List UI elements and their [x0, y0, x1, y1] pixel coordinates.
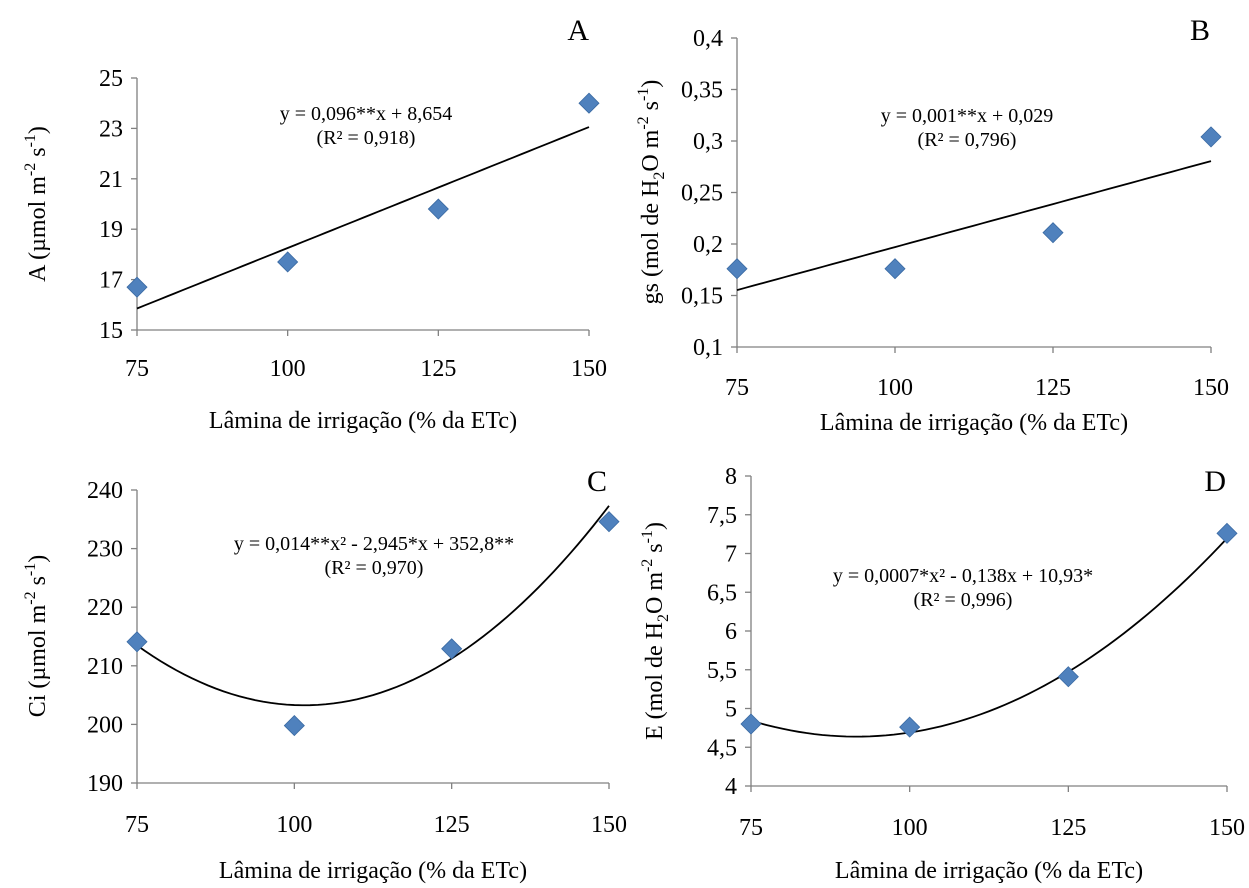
y-tick-label: 0,25 [681, 181, 723, 207]
y-tick-label: 0,2 [693, 232, 723, 258]
trendline [736, 160, 1212, 291]
x-tick-label: 100 [877, 375, 913, 401]
y-tick-label: 6 [725, 619, 737, 645]
data-point [277, 251, 299, 273]
x-tick-label: 100 [892, 815, 928, 841]
y-tick-label: 210 [87, 654, 123, 680]
data-point [598, 511, 620, 533]
x-tick-label: 125 [1035, 375, 1071, 401]
y-tick-label: 8 [725, 464, 737, 490]
panel-letter: D [1204, 465, 1226, 498]
panel-letter: B [1190, 14, 1210, 47]
data-point [726, 258, 748, 280]
panel-letter: C [587, 465, 607, 498]
y-tick-label: 230 [87, 537, 123, 563]
x-axis-label: Lâmina de irrigação (% da ETc) [209, 408, 517, 434]
data-point [578, 92, 600, 114]
data-point [1216, 522, 1238, 544]
x-axis-label: Lâmina de irrigação (% da ETc) [219, 858, 527, 884]
y-axis-label: gs (mol de H2O m-2 s-1) [635, 80, 668, 305]
data-point [884, 258, 906, 280]
x-axis-label: Lâmina de irrigação (% da ETc) [835, 858, 1143, 884]
y-tick-label: 7,5 [707, 503, 737, 529]
data-point [126, 276, 148, 298]
y-tick-label: 0,1 [693, 335, 723, 361]
y-tick-label: 23 [99, 116, 123, 142]
y-tick-label: 190 [87, 771, 123, 797]
y-tick-label: 0,4 [693, 26, 723, 52]
regression-equation: y = 0,001**x + 0,029 [881, 105, 1054, 127]
y-tick-label: 5 [725, 697, 737, 723]
data-point [441, 638, 463, 660]
data-point [1200, 126, 1222, 148]
y-axis-label: A (µmol m-2 s-1) [22, 126, 51, 282]
y-tick-label: 19 [99, 217, 123, 243]
y-tick-label: 0,3 [693, 129, 723, 155]
data-point [899, 716, 921, 738]
x-tick-label: 75 [725, 375, 749, 401]
data-point [1057, 666, 1079, 688]
y-tick-label: 4 [725, 774, 737, 800]
r-squared-label: (R² = 0,996) [914, 589, 1013, 611]
x-tick-label: 100 [276, 812, 312, 838]
x-axis-label: Lâmina de irrigação (% da ETc) [820, 410, 1128, 436]
data-point [427, 198, 449, 220]
trendline [750, 537, 1228, 738]
y-tick-label: 240 [87, 478, 123, 504]
x-tick-label: 150 [571, 356, 607, 382]
y-tick-label: 4,5 [707, 735, 737, 761]
x-tick-label: 150 [1209, 815, 1245, 841]
y-tick-label: 0,15 [681, 284, 723, 310]
data-point [740, 713, 762, 735]
trendline [136, 505, 610, 707]
y-tick-label: 17 [99, 268, 123, 294]
y-tick-label: 6,5 [707, 580, 737, 606]
r-squared-label: (R² = 0,970) [325, 557, 424, 579]
y-axis-label: Ci (µmol m-2 s-1) [22, 555, 51, 718]
y-tick-label: 200 [87, 712, 123, 738]
chart-panel-d: 4 4,5 5 5,5 6 6,5 7 7,5 8 75 100 125 150 Dy = 0,0007*… [639, 464, 1245, 884]
y-tick-label: 0,35 [681, 78, 723, 104]
y-tick-label: 220 [87, 595, 123, 621]
x-tick-label: 125 [1050, 815, 1086, 841]
data-point [283, 715, 305, 737]
y-tick-label: 15 [99, 318, 123, 344]
y-tick-label: 25 [99, 66, 123, 92]
x-tick-label: 75 [125, 356, 149, 382]
x-tick-label: 75 [125, 812, 149, 838]
data-point [126, 631, 148, 653]
y-tick-label: 7 [725, 542, 737, 568]
x-tick-label: 150 [591, 812, 627, 838]
x-tick-label: 125 [434, 812, 470, 838]
y-tick-label: 5,5 [707, 658, 737, 684]
x-tick-label: 75 [739, 815, 763, 841]
y-axis-label: E (mol de H2O m-2 s-1) [639, 522, 672, 740]
data-point [1042, 222, 1064, 244]
r-squared-label: (R² = 0,796) [918, 129, 1017, 151]
y-tick-label: 21 [99, 167, 123, 193]
x-tick-label: 150 [1193, 375, 1229, 401]
chart-panel-b: 0,1 0,15 0,2 0,25 0,3 0,35 0,4 75 100 125 150 By = … [635, 14, 1229, 436]
r-squared-label: (R² = 0,918) [317, 127, 416, 149]
regression-equation: y = 0,096**x + 8,654 [280, 103, 453, 125]
regression-equation: y = 0,014**x² - 2,945*x + 352,8** [234, 533, 514, 555]
trendline [136, 126, 590, 310]
x-tick-label: 100 [270, 356, 306, 382]
chart-panel-a: 15 17 19 21 23 25 75 100 125 150 Ay = 0,096**x + 8… [22, 14, 607, 434]
regression-equation: y = 0,0007*x² - 0,138x + 10,93* [833, 565, 1093, 587]
x-tick-label: 125 [420, 356, 456, 382]
chart-panel-c: 190 200 210 220 230 240 75 100 125 150 Cy = 0,014*… [22, 465, 627, 884]
panel-letter: A [567, 14, 589, 47]
